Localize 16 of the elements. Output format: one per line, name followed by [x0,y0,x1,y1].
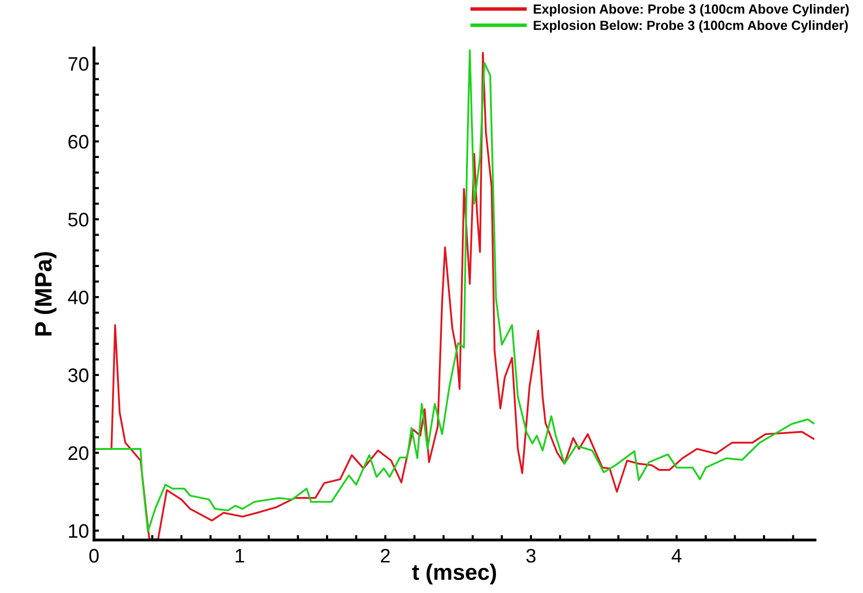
y-tick-label: 20 [68,446,88,460]
x-axis-title: t (msec) [412,564,496,584]
y-tick-label: 40 [68,290,88,304]
y-tick-label: 70 [68,57,88,71]
x-tick-label: 2 [380,548,390,562]
x-tick-label: 4 [672,549,682,562]
y-tick-label: 50 [68,212,88,227]
x-tick-label: 1 [236,549,244,562]
x-tick-label: 0 [89,548,99,563]
y-tick-label: 60 [68,134,88,149]
legend-label: Explosion Above: Probe 3 (100cm Above Cylinder) [534,4,849,16]
y-axis-title: P (MPa) [34,252,56,336]
legend-label: Explosion Below: Probe 3 (100cm Above Cylinder) [534,20,848,33]
x-tick-label: 3 [526,548,536,563]
y-tick-label: 10 [68,524,88,538]
y-tick-label: 30 [68,368,88,382]
